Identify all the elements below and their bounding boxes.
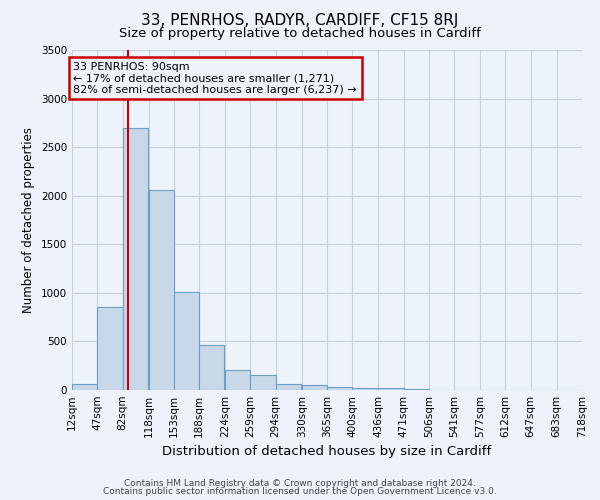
Text: Contains public sector information licensed under the Open Government Licence v3: Contains public sector information licen… [103, 487, 497, 496]
Text: 33, PENRHOS, RADYR, CARDIFF, CF15 8RJ: 33, PENRHOS, RADYR, CARDIFF, CF15 8RJ [142, 12, 458, 28]
Bar [276, 384, 301, 390]
Bar [250, 375, 276, 390]
Y-axis label: Number of detached properties: Number of detached properties [22, 127, 35, 313]
Bar [327, 386, 352, 390]
Bar [352, 388, 377, 390]
Bar [97, 308, 122, 390]
Bar [174, 292, 199, 390]
X-axis label: Distribution of detached houses by size in Cardiff: Distribution of detached houses by size … [163, 446, 491, 458]
Bar [199, 346, 224, 390]
Text: 33 PENRHOS: 90sqm
← 17% of detached houses are smaller (1,271)
82% of semi-detac: 33 PENRHOS: 90sqm ← 17% of detached hous… [73, 62, 357, 95]
Bar [122, 128, 148, 390]
Bar [302, 385, 327, 390]
Bar [72, 384, 97, 390]
Bar [225, 370, 250, 390]
Text: Contains HM Land Registry data © Crown copyright and database right 2024.: Contains HM Land Registry data © Crown c… [124, 478, 476, 488]
Bar [378, 388, 404, 390]
Bar [149, 190, 174, 390]
Bar [404, 388, 429, 390]
Text: Size of property relative to detached houses in Cardiff: Size of property relative to detached ho… [119, 28, 481, 40]
